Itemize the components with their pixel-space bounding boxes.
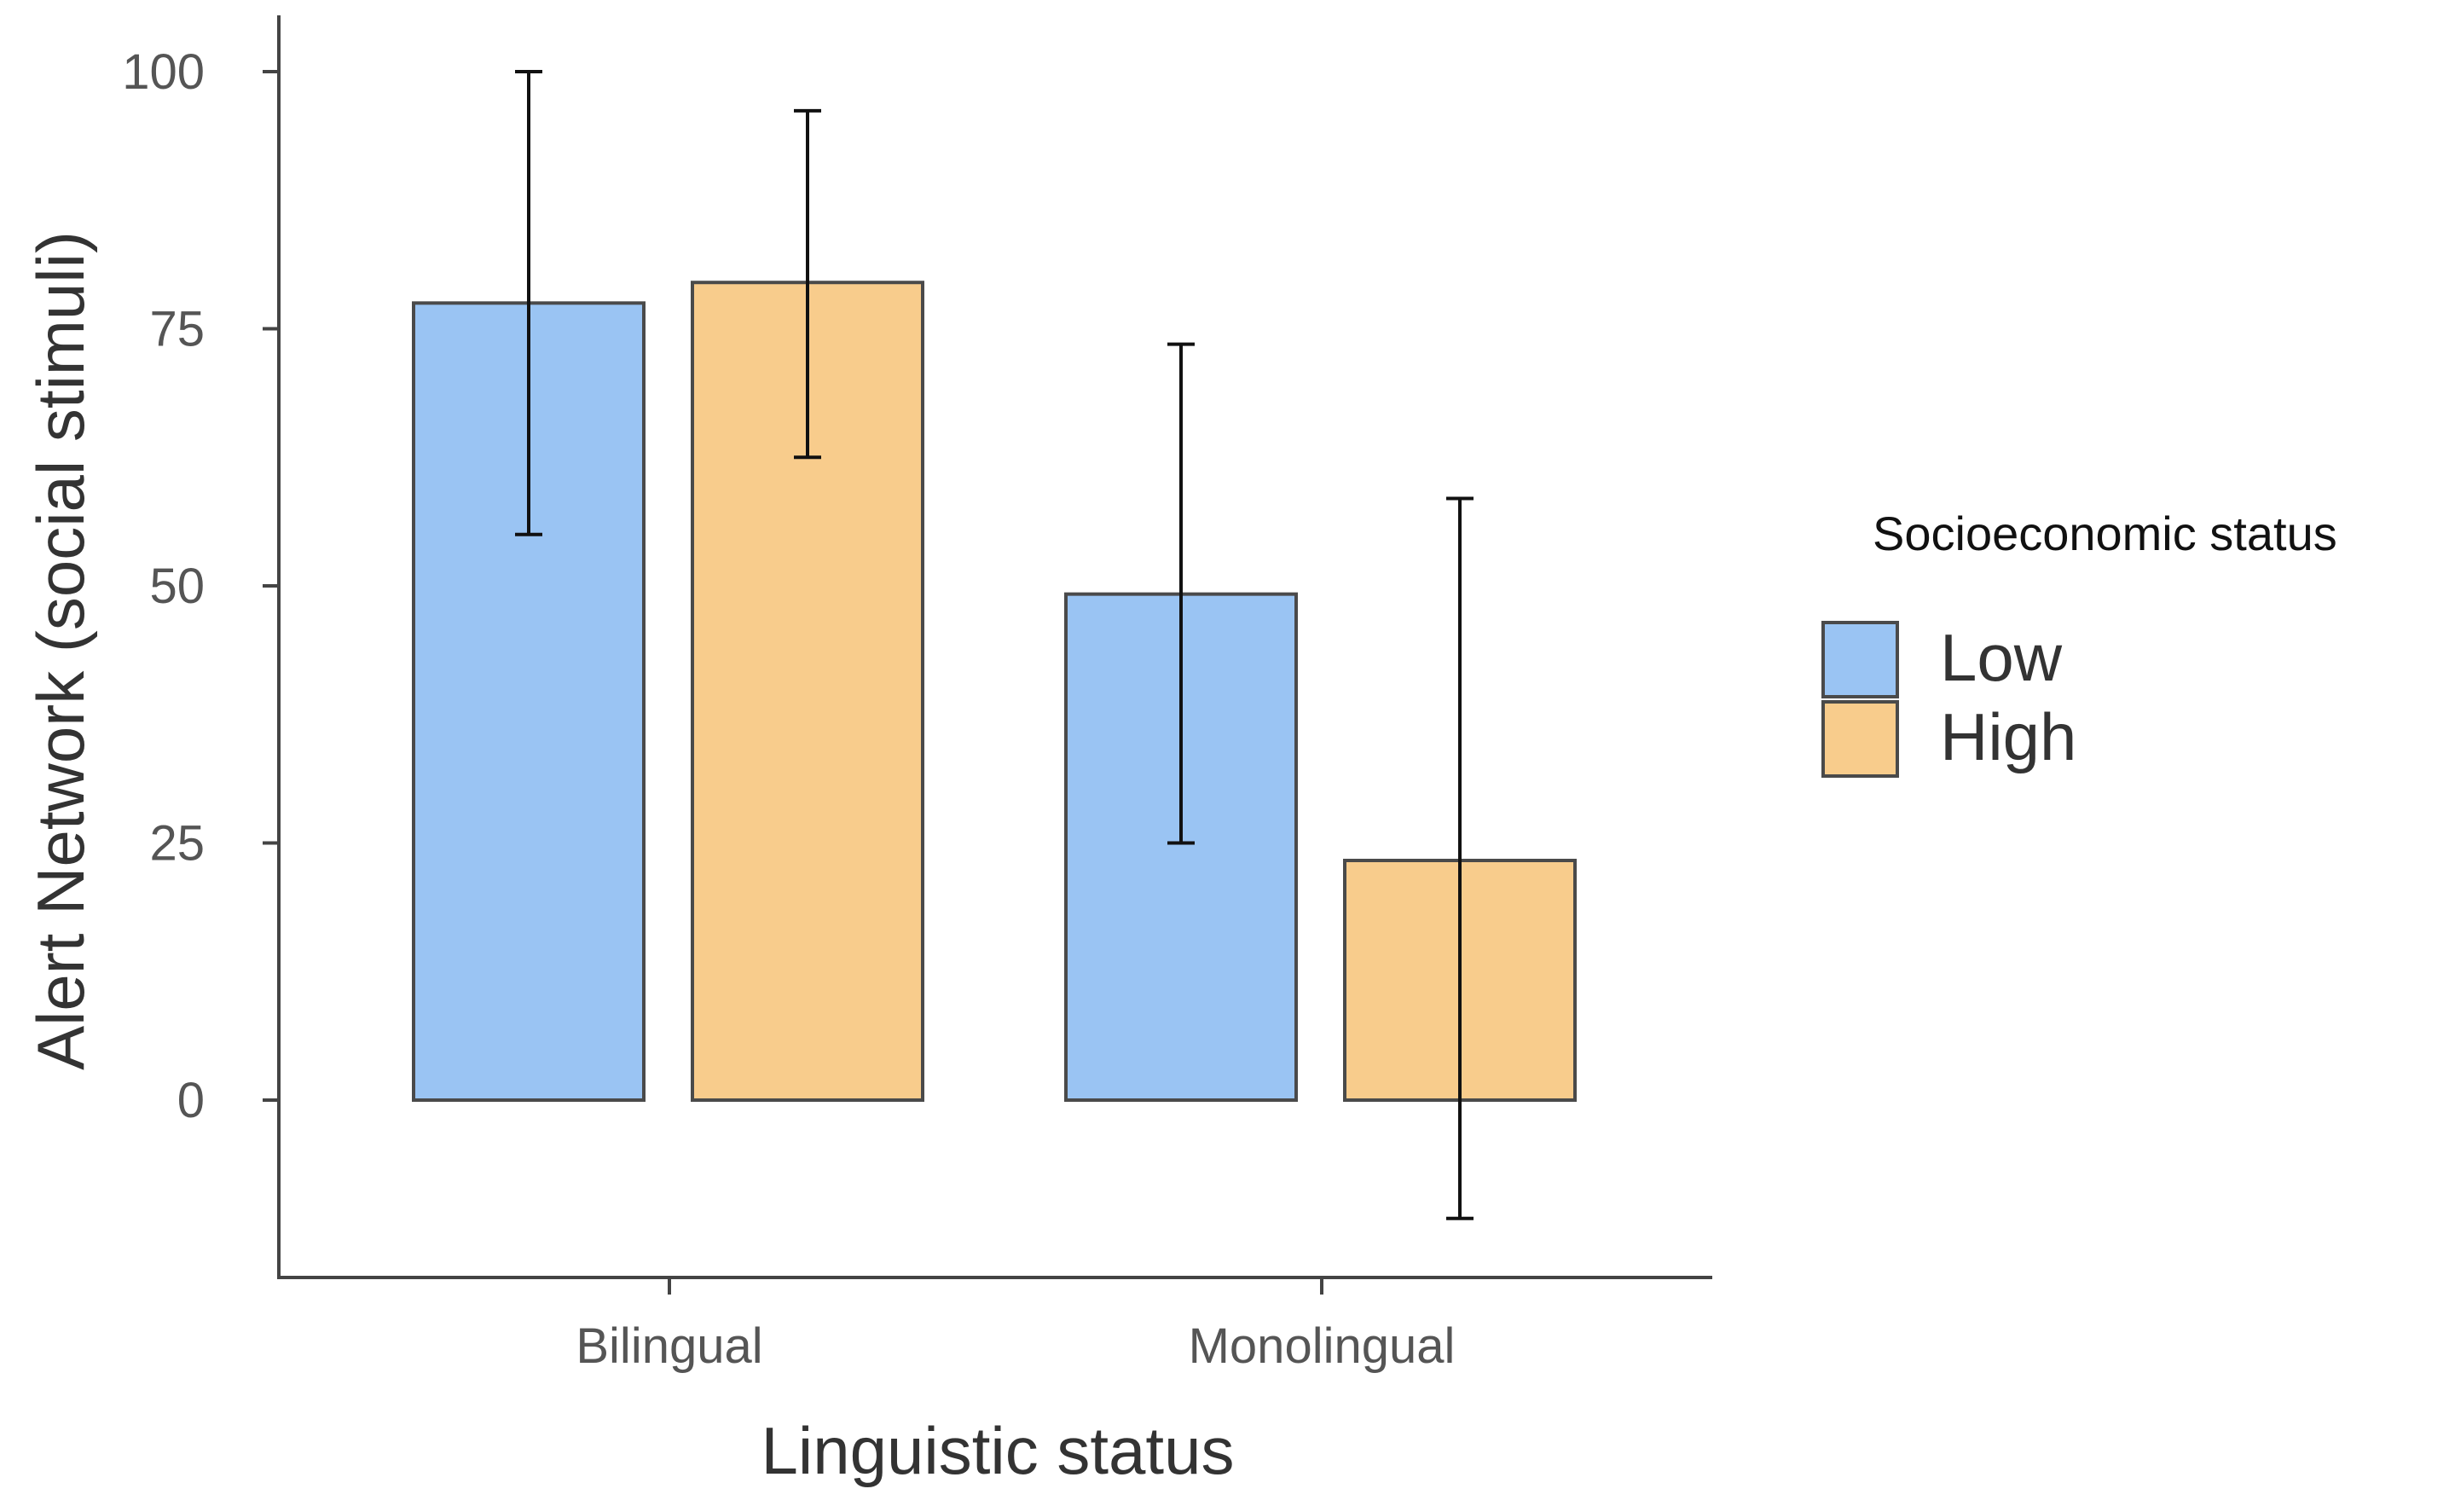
legend-label-high: High — [1940, 699, 2076, 774]
x-tick-label-bilingual: Bilingual — [576, 1318, 762, 1374]
legend-label-low: Low — [1940, 620, 2063, 695]
error-bar-high-bilingual — [794, 108, 821, 460]
legend-item-high: High — [1821, 699, 2076, 778]
y-tick-label-50: 50 — [149, 559, 205, 614]
x-axis-title: Linguistic status — [761, 1413, 1235, 1488]
y-tick-label-75: 75 — [149, 302, 205, 357]
legend-swatch-low — [1821, 621, 1899, 698]
y-tick-label-0: 0 — [177, 1073, 205, 1128]
legend-item-low: Low — [1821, 620, 2063, 698]
legend-title: Socioeconomic status — [1873, 507, 2337, 560]
legend-swatch-high — [1821, 700, 1899, 778]
y-tick-label-100: 100 — [122, 44, 205, 100]
error-bar-low-monolingual — [1167, 342, 1195, 845]
x-tick-label-monolingual: Monolingual — [1189, 1318, 1456, 1374]
error-bar-high-monolingual — [1446, 496, 1474, 1220]
y-tick-label-25: 25 — [149, 816, 205, 872]
error-bar-low-bilingual — [515, 70, 542, 536]
y-axis-title: Alert Network (social stimuli) — [23, 231, 98, 1070]
